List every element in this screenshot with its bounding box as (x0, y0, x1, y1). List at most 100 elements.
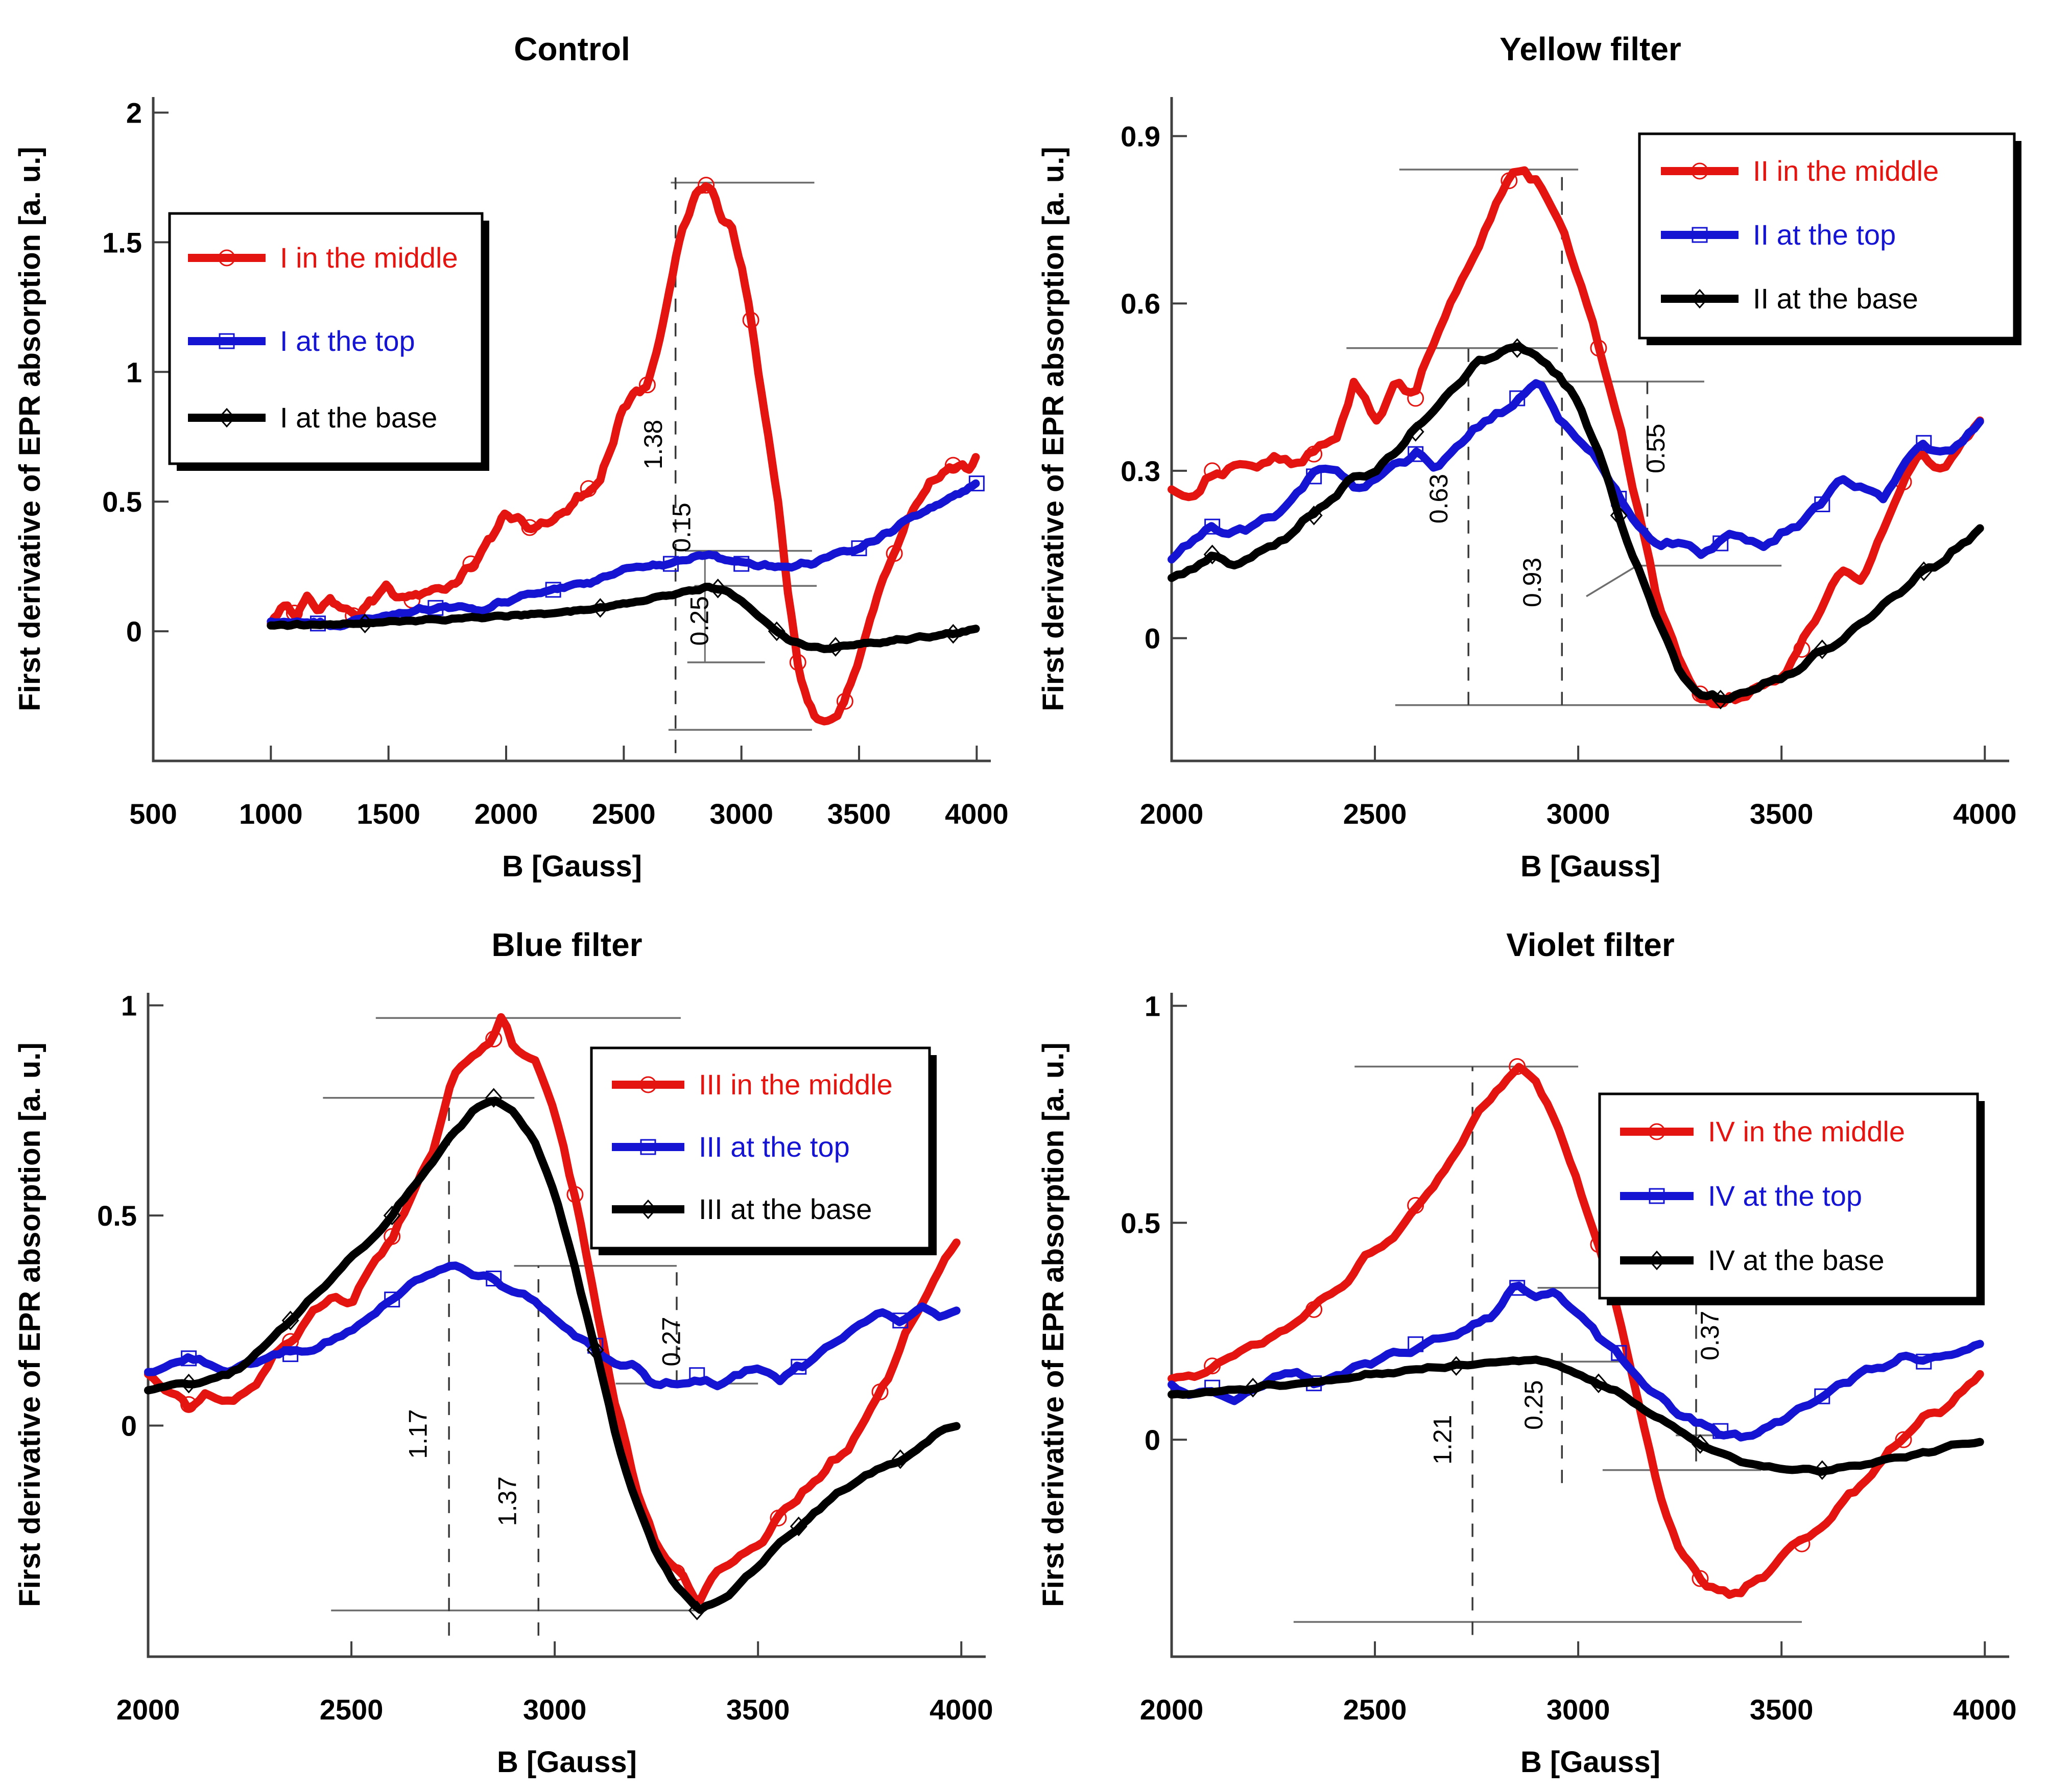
chart-svg-yellow-filter: Yellow filter B [Gauss] First derivative o… (1037, 31, 2021, 883)
circle-marker (1305, 445, 1323, 463)
x-axis-label: B [Gauss] (502, 850, 642, 883)
circle-marker (1793, 641, 1811, 658)
diamond-marker (1691, 1434, 1709, 1454)
diamond-marker (1813, 639, 1831, 659)
diamond-marker (1711, 689, 1729, 710)
y-tick-label: 0.5 (1121, 1207, 1160, 1239)
x-tick-label: 2500 (1343, 1693, 1407, 1726)
diamond-marker (1305, 506, 1323, 525)
x-tick-label: 3000 (1546, 1693, 1610, 1726)
diamond-marker (944, 624, 962, 644)
series-line-IV-in-the-middle (1168, 1063, 1984, 1599)
x-tick-label: 3500 (1750, 1693, 1814, 1726)
legend-label: I at the top (280, 325, 415, 357)
diamond-marker (826, 637, 844, 657)
circle-marker (1204, 462, 1221, 480)
x-tick-label: 3500 (726, 1693, 790, 1726)
square-marker (1814, 1388, 1830, 1404)
diamond-marker (586, 1340, 604, 1360)
square-marker (1306, 468, 1322, 485)
square-marker (968, 475, 985, 492)
x-tick-label: 4000 (1953, 798, 2017, 830)
y-axis-label: First derivative of EPR absorption [a. u… (13, 1042, 46, 1607)
square-marker (1916, 435, 1932, 451)
y-axis-label: First derivative of EPR absorption [a. u… (1037, 1042, 1070, 1607)
circle-marker (384, 1228, 401, 1245)
legend-label: I in the middle (280, 242, 458, 274)
square-marker (1408, 1336, 1424, 1352)
chart-title: Yellow filter (1499, 31, 1681, 67)
chart-svg-violet-filter: Violet filter B [Gauss] First derivative o… (1037, 926, 2017, 1779)
square-marker (640, 1139, 656, 1155)
square-marker (384, 1292, 400, 1308)
circle-marker (1590, 340, 1607, 357)
circle-marker (871, 1383, 889, 1401)
x-tick-label: 2500 (592, 798, 656, 830)
measure-value-label: 1.38 (639, 420, 668, 469)
legend-label: III in the middle (699, 1068, 893, 1101)
measure-value-label: 0.93 (1518, 558, 1546, 607)
y-tick-label: 0 (126, 615, 142, 648)
x-tick-label: 2500 (1343, 798, 1407, 830)
diamond-marker (1648, 1250, 1666, 1271)
diamond-marker (1407, 422, 1424, 442)
circle-marker (485, 1031, 503, 1048)
x-axis-label: B [Gauss] (1520, 850, 1660, 883)
y-axis-label: First derivative of EPR absorption [a. u… (1037, 147, 1070, 711)
circle-marker (1407, 1197, 1424, 1214)
square-marker (1649, 1188, 1665, 1204)
chart-title: Violet filter (1506, 926, 1675, 963)
measure-value-label: 0.27 (657, 1317, 685, 1366)
y-tick-label: 0.3 (1121, 455, 1160, 487)
legend-label: II at the base (1753, 282, 1918, 315)
circle-marker (944, 457, 962, 474)
measure-value-label: 0.25 (685, 596, 713, 646)
circle-marker (698, 177, 715, 194)
diamond-marker (1244, 1377, 1262, 1398)
measure-value-label: 1.21 (1429, 1415, 1457, 1464)
x-axis-label: B [Gauss] (1520, 1746, 1660, 1779)
y-tick-label: 0.5 (97, 1200, 137, 1232)
chart-svg-blue-filter: Blue filter B [Gauss] First derivative of … (13, 926, 993, 1779)
diamond-marker (891, 1449, 909, 1469)
series-line-IV-at-the-base (1168, 1355, 1984, 1476)
diamond-marker (639, 1199, 657, 1220)
y-tick-label: 1 (126, 356, 142, 388)
circle-marker (742, 312, 759, 329)
diamond-marker (1610, 506, 1628, 525)
x-tick-label: 1000 (239, 798, 303, 830)
y-tick-label: 0.9 (1121, 120, 1160, 152)
circle-marker (836, 692, 853, 710)
circle-marker (886, 545, 903, 562)
x-tick-label: 4000 (945, 798, 1009, 830)
x-tick-label: 3000 (1546, 798, 1610, 830)
circle-marker (1305, 1301, 1323, 1318)
diamond-marker (1203, 544, 1221, 565)
square-marker (1611, 1345, 1627, 1361)
circle-marker (521, 519, 538, 536)
square-marker (1509, 390, 1526, 407)
diamond-marker (383, 1205, 401, 1226)
y-axis-label: First derivative of EPR absorption [a. u… (13, 147, 46, 711)
measure-value-label: 0.55 (1641, 424, 1670, 473)
series-line-I-in-the-middle (267, 182, 980, 726)
measure-value-label: 1.37 (493, 1476, 521, 1526)
circle-marker (218, 249, 235, 267)
circle-marker (1895, 1431, 1912, 1448)
square-marker (1712, 535, 1729, 552)
chart-blue-filter: Blue filter B [Gauss] First derivative of … (0, 896, 1024, 1792)
measure-value-label: 0.63 (1424, 474, 1453, 523)
x-tick-label: 3000 (709, 798, 773, 830)
diamond-marker (1589, 1373, 1607, 1393)
x-tick-label: 2000 (116, 1693, 180, 1726)
y-tick-label: 1 (121, 990, 137, 1022)
square-marker (545, 582, 561, 598)
diamond-marker (1447, 1356, 1465, 1376)
circle-marker (639, 1076, 657, 1093)
x-tick-label: 3000 (523, 1693, 587, 1726)
diamond-marker (281, 1310, 299, 1331)
square-marker (851, 540, 867, 557)
circle-marker (1691, 162, 1708, 180)
x-tick-label: 2000 (474, 798, 538, 830)
